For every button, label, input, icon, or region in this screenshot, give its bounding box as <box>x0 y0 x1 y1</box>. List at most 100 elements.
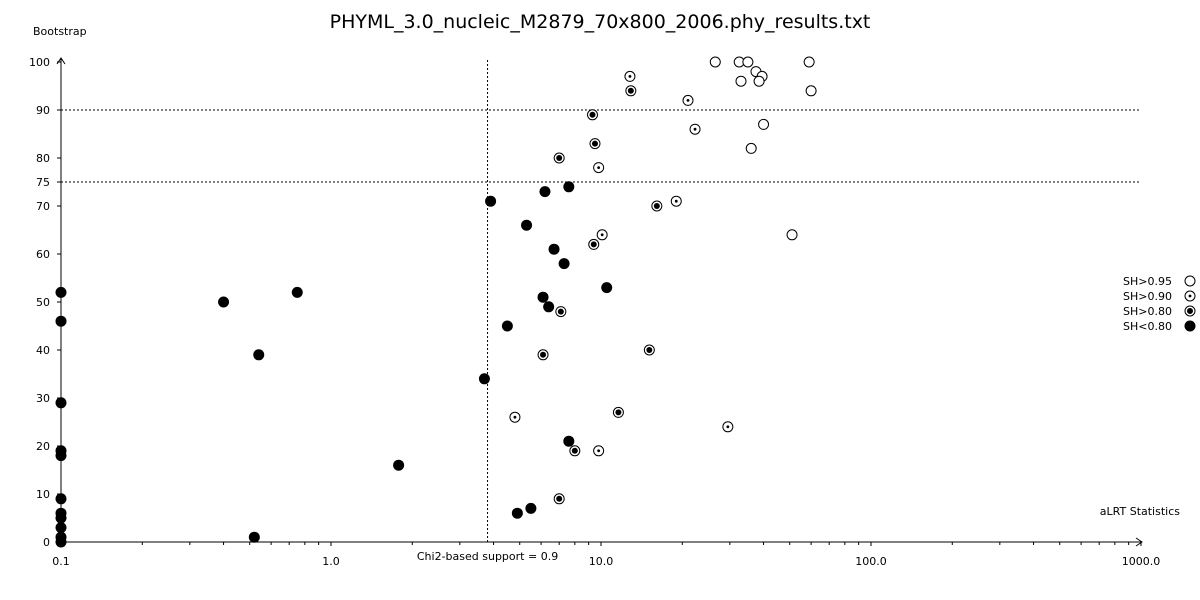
x-tick-label: 1.0 <box>322 555 340 568</box>
marker-core <box>627 87 634 94</box>
data-point-sh-0-80 <box>563 435 575 447</box>
data-point-sh-0-80 <box>625 85 637 97</box>
marker-fill <box>501 320 513 332</box>
legend: SH>0.95 SH>0.90 SH>0.80 SH<0.80 <box>1123 275 1196 333</box>
legend-marker-sh-0-95 <box>1184 275 1196 287</box>
y-tick-label: 0 <box>43 536 50 549</box>
marker-ring <box>753 75 765 87</box>
marker-ring <box>742 56 754 68</box>
data-point-sh-0-80 <box>253 349 265 361</box>
data-point-sh-0-80 <box>601 282 613 294</box>
marker-fill <box>55 512 67 524</box>
marker-core <box>590 241 597 248</box>
data-point-sh-0-90 <box>682 94 694 106</box>
marker-fill <box>291 286 303 298</box>
data-point-sh-0-80 <box>55 450 67 462</box>
data-point-sh-0-90 <box>509 411 521 423</box>
x-axis-label: aLRT Statistics <box>1100 505 1180 518</box>
legend-label-sh-0-90: SH>0.90 <box>1123 290 1172 303</box>
marker-fill <box>558 258 570 270</box>
marker-dot <box>693 127 697 131</box>
marker-fill <box>55 315 67 327</box>
marker-fill <box>511 507 523 519</box>
marker-ring <box>803 56 815 68</box>
legend-marker-sh-0-90 <box>1184 290 1196 302</box>
marker-dot <box>597 449 601 453</box>
data-points <box>55 56 817 548</box>
data-point-sh-0-80 <box>248 531 260 543</box>
marker-fill <box>478 373 490 385</box>
data-point-sh-0-95 <box>758 118 770 130</box>
data-point-sh-0-80 <box>651 200 663 212</box>
data-point-sh-0-80 <box>291 286 303 298</box>
marker-core <box>653 203 660 209</box>
x-tick-label: 10.0 <box>589 555 614 568</box>
marker-fill <box>563 435 575 447</box>
data-point-sh-0-80 <box>478 373 490 385</box>
marker-fill <box>218 296 230 308</box>
data-point-sh-0-80 <box>553 152 565 164</box>
data-point-sh-0-80 <box>537 291 549 303</box>
marker-ring <box>1184 275 1196 287</box>
data-point-sh-0-80 <box>543 301 555 313</box>
data-point-sh-0-95 <box>745 142 757 154</box>
data-point-sh-0-80 <box>55 286 67 298</box>
data-point-sh-0-80 <box>525 502 537 514</box>
x-axis-arrow <box>1135 537 1143 547</box>
data-point-sh-0-95 <box>742 56 754 68</box>
y-axis-label: Bootstrap <box>33 25 87 38</box>
data-point-sh-0-90 <box>689 123 701 135</box>
y-tick-label: 80 <box>36 152 50 165</box>
data-point-sh-0-80 <box>537 349 549 361</box>
y-tick-label: 20 <box>36 440 50 453</box>
marker-fill <box>563 181 575 193</box>
data-point-sh-0-80 <box>588 238 600 250</box>
marker-fill <box>539 186 551 198</box>
data-point-sh-0-80 <box>589 138 601 150</box>
data-point-sh-0-80 <box>485 195 497 207</box>
x-tick-label: 100.0 <box>855 555 887 568</box>
marker-fill <box>55 493 67 505</box>
marker-fill <box>521 219 533 231</box>
chi2-support-label: Chi2-based support = 0.9 <box>417 550 558 563</box>
y-tick-label: 10 <box>36 488 50 501</box>
y-tick-label: 60 <box>36 248 50 261</box>
data-point-sh-0-90 <box>624 70 636 82</box>
data-point-sh-0-80 <box>563 181 575 193</box>
y-tick-label: 75 <box>36 176 50 189</box>
marker-ring <box>735 75 747 87</box>
legend-label-sh-0-80: SH>0.80 <box>1123 305 1172 318</box>
data-point-sh-0-80 <box>548 243 560 255</box>
marker-fill <box>537 291 549 303</box>
data-point-sh-0-80 <box>55 315 67 327</box>
marker-core <box>557 308 564 315</box>
marker-fill <box>1184 320 1196 332</box>
marker-dot <box>513 415 517 419</box>
x-tick-label: 0.1 <box>52 555 70 568</box>
data-point-sh-0-80 <box>55 493 67 505</box>
data-point-sh-0-95 <box>735 75 747 87</box>
marker-core <box>556 155 563 161</box>
data-point-sh-0-80 <box>558 258 570 270</box>
data-point-sh-0-80 <box>612 406 624 418</box>
marker-dot <box>597 166 601 170</box>
legend-label-sh-0-95: SH>0.95 <box>1123 275 1172 288</box>
marker-core <box>589 111 596 118</box>
data-point-sh-0-80 <box>555 306 567 318</box>
marker-core <box>646 347 653 353</box>
marker-fill <box>55 536 67 548</box>
marker-fill <box>485 195 497 207</box>
data-point-sh-0-90 <box>722 421 734 433</box>
data-point-sh-0-95 <box>709 56 721 68</box>
data-point-sh-0-80 <box>539 186 551 198</box>
y-tick-label: 90 <box>36 104 50 117</box>
marker-fill <box>543 301 555 313</box>
marker-dot <box>1188 294 1192 298</box>
marker-ring <box>745 142 757 154</box>
data-point-sh-0-80 <box>569 445 581 457</box>
marker-ring <box>709 56 721 68</box>
data-point-sh-0-80 <box>643 344 655 356</box>
marker-ring <box>786 229 798 241</box>
marker-fill <box>248 531 260 543</box>
data-point-sh-0-80 <box>553 493 565 505</box>
